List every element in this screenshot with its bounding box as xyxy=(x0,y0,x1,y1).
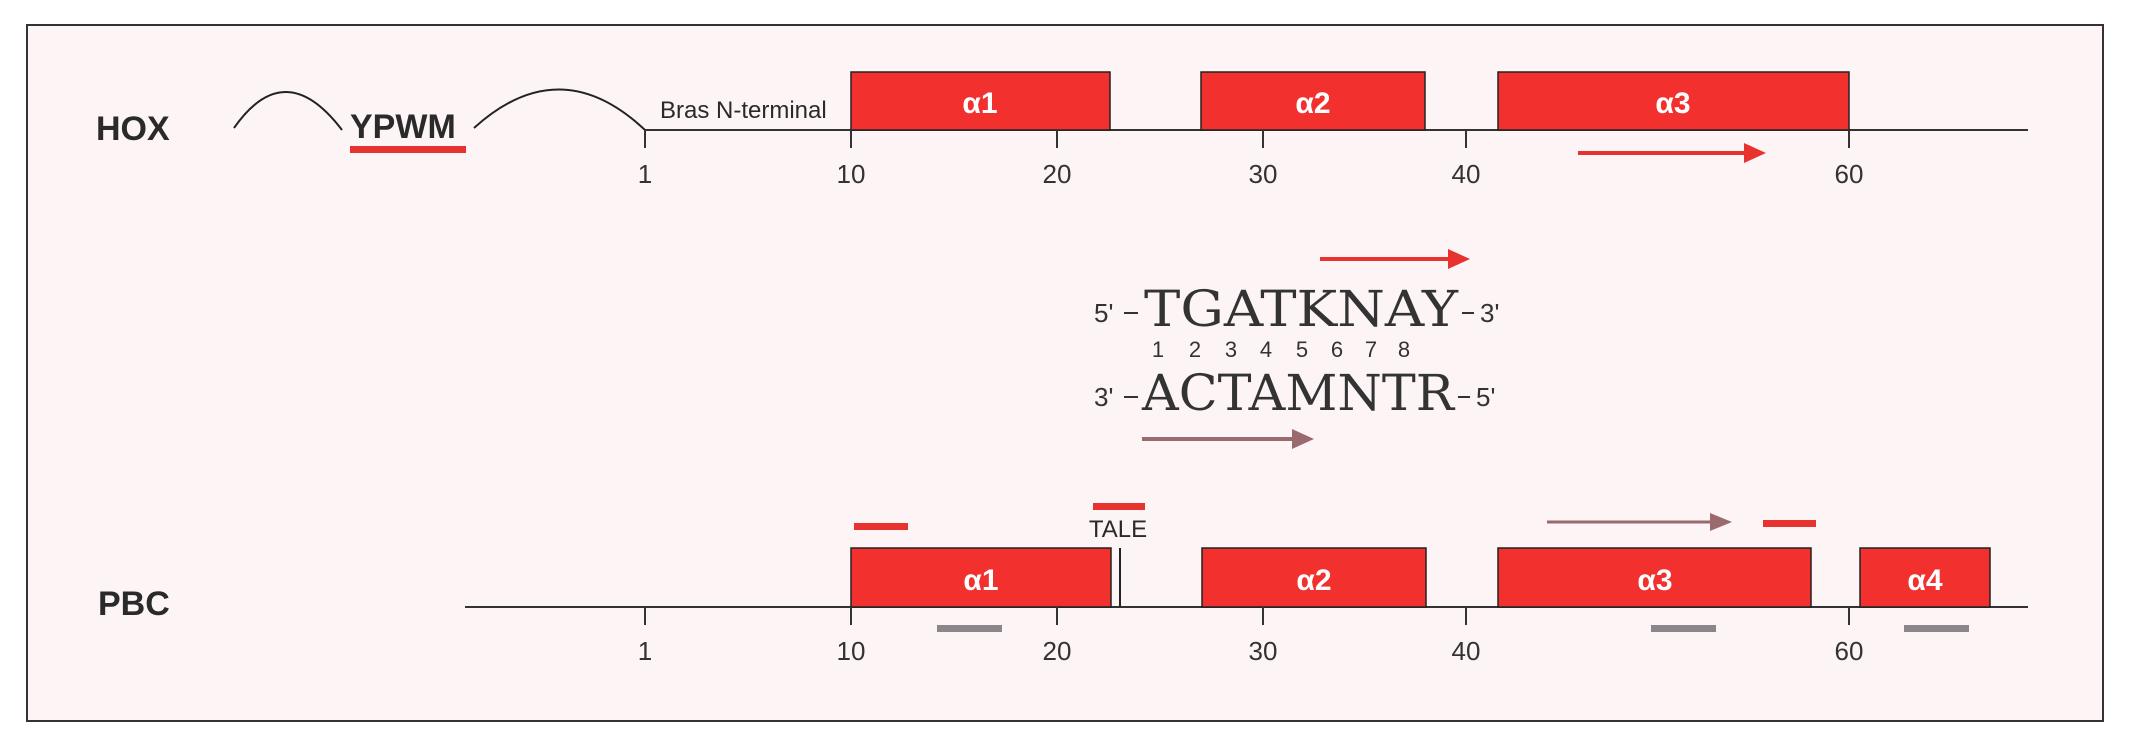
pbc-red-bar xyxy=(854,523,908,530)
hox-section: HOX YPWM Bras N-terminal α1 α2 α3 1 10 2… xyxy=(96,71,2028,189)
pbc-helix-1 xyxy=(850,547,1112,608)
hox-recognition-arrowhead xyxy=(1744,143,1766,163)
dna-top-strand-arrowhead xyxy=(1448,249,1470,269)
pbc-helix-3-label: α3 xyxy=(1637,564,1672,597)
hox-tick-label: 60 xyxy=(1835,159,1864,189)
pbc-helix-2 xyxy=(1201,547,1427,608)
pbc-tick-label: 60 xyxy=(1835,636,1864,666)
hox-tick-label: 40 xyxy=(1452,159,1481,189)
pbc-gray-bar xyxy=(1904,625,1969,632)
hox-tick-label: 20 xyxy=(1043,159,1072,189)
base-position: 5 xyxy=(1296,337,1308,362)
pbc-helix-3 xyxy=(1497,547,1812,608)
pbc-tick-label: 30 xyxy=(1249,636,1278,666)
dna-section: 5' TGATKNAY 3' 1 2 3 4 5 6 7 8 3' ACTAMN… xyxy=(1094,249,1499,449)
hox-helix-2-label: α2 xyxy=(1295,87,1330,120)
hox-helix-3 xyxy=(1497,71,1850,131)
pbc-section: PBC α1 α2 α3 α4 TALE 1 10 xyxy=(98,503,2028,666)
base-position: 8 xyxy=(1398,337,1410,362)
tale-red-bar xyxy=(1093,503,1145,510)
pbc-label: PBC xyxy=(98,585,170,623)
pbc-gray-bar xyxy=(937,625,1002,632)
pbc-ticks: 1 10 20 30 40 60 xyxy=(638,607,1864,666)
pbc-red-bar xyxy=(1763,520,1816,527)
base-position: 2 xyxy=(1189,337,1201,362)
hox-label: HOX xyxy=(96,110,170,148)
hox-helix-3-label: α3 xyxy=(1655,87,1690,120)
hox-ticks: 1 10 20 30 40 60 xyxy=(638,130,1864,189)
n-terminal-arm-label: Bras N-terminal xyxy=(660,97,827,124)
hox-helix-1 xyxy=(850,71,1111,131)
tale-label: TALE xyxy=(1089,516,1147,543)
base-positions: 1 2 3 4 5 6 7 8 xyxy=(1152,337,1410,362)
base-position: 7 xyxy=(1365,337,1377,362)
bottom-strand-sequence: ACTAMNTR xyxy=(1141,364,1455,422)
pbc-tick-label: 40 xyxy=(1452,636,1481,666)
base-position: 3 xyxy=(1225,337,1237,362)
pbc-helix-1-label: α1 xyxy=(963,564,998,597)
top-strand-sequence: TGATKNAY xyxy=(1144,280,1459,338)
base-position: 6 xyxy=(1331,337,1343,362)
hox-tick-label: 10 xyxy=(837,159,866,189)
base-position: 1 xyxy=(1152,337,1164,362)
pbc-recognition-arrowhead xyxy=(1710,513,1732,531)
pbc-helix-4 xyxy=(1859,547,1991,608)
hox-tick-label: 30 xyxy=(1249,159,1278,189)
pbc-tick-label: 10 xyxy=(837,636,866,666)
hox-loop-right xyxy=(473,88,646,131)
pbc-gray-bar xyxy=(1651,625,1716,632)
top-strand-3prime: 3' xyxy=(1480,298,1499,328)
ypwm-motif: YPWM xyxy=(350,108,456,146)
bottom-strand-5prime: 5' xyxy=(1476,382,1495,412)
hox-helix-1-label: α1 xyxy=(962,87,997,120)
hox-helix-2 xyxy=(1200,71,1426,131)
base-position: 4 xyxy=(1260,337,1272,362)
hox-loop-left xyxy=(233,91,343,131)
pbc-tick-label: 20 xyxy=(1043,636,1072,666)
hox-tick-label: 1 xyxy=(638,159,652,189)
bottom-strand-3prime: 3' xyxy=(1094,382,1113,412)
pbc-tick-label: 1 xyxy=(638,636,652,666)
pbc-helix-4-label: α4 xyxy=(1907,564,1942,597)
pbc-helix-2-label: α2 xyxy=(1296,564,1331,597)
ypwm-underline xyxy=(350,146,466,153)
top-strand-5prime: 5' xyxy=(1094,298,1113,328)
dna-bottom-strand-arrowhead xyxy=(1292,429,1314,449)
